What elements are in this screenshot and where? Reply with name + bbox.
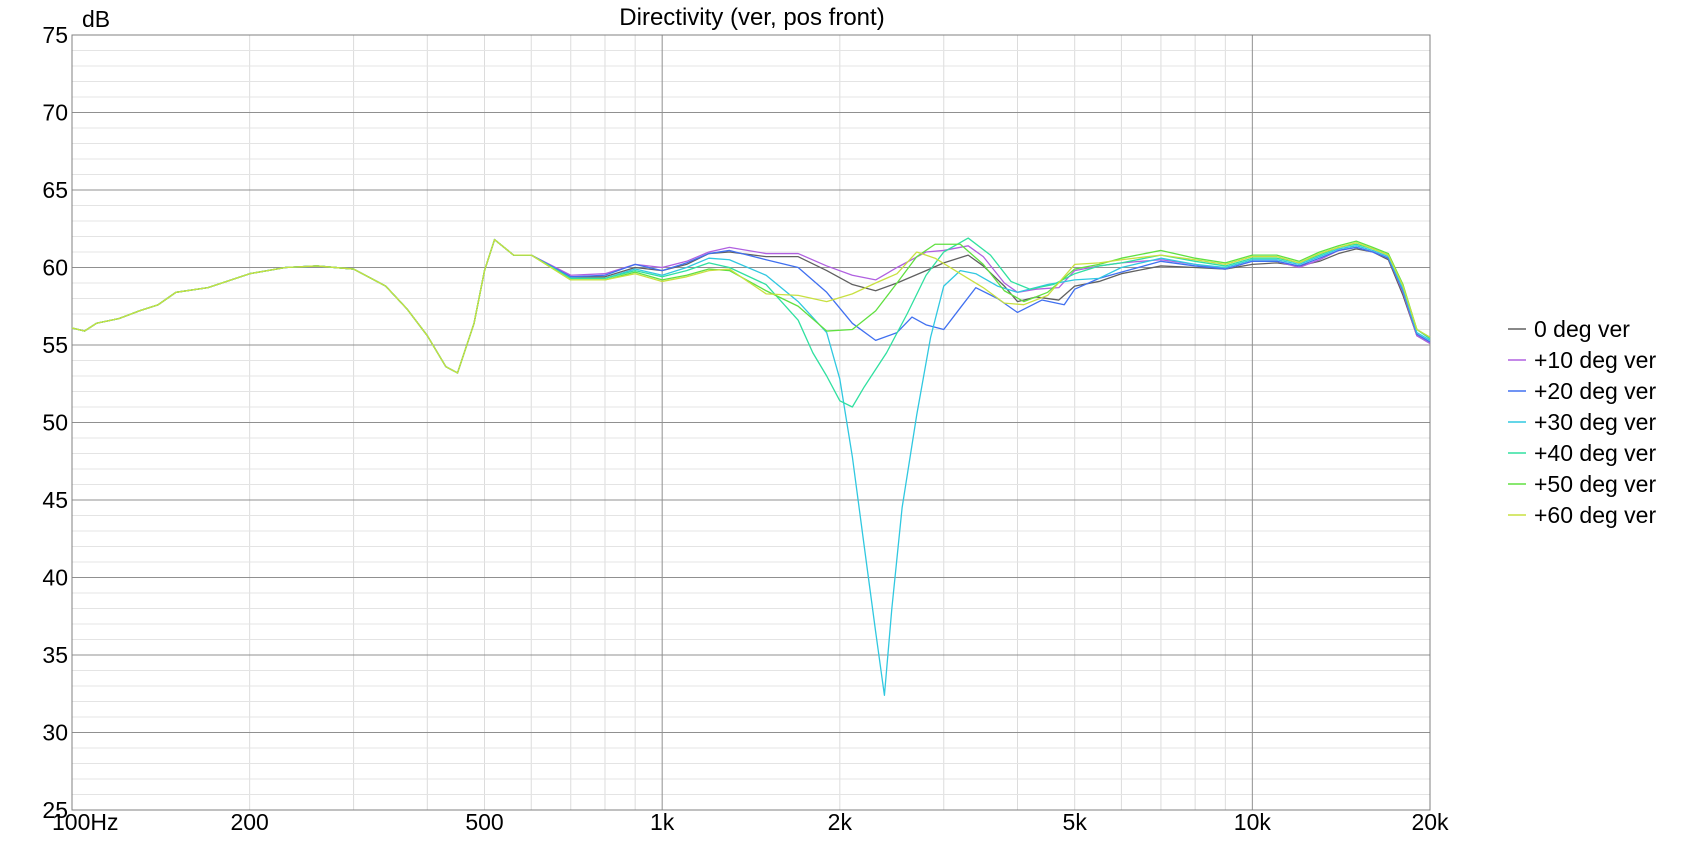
legend-item[interactable]: +60 deg ver — [1508, 502, 1656, 528]
y-tick-label: 60 — [42, 255, 68, 281]
major-grid — [72, 35, 1430, 810]
y-tick-label: 45 — [42, 487, 68, 513]
x-tick-label: 200 — [230, 809, 268, 835]
chart-title: Directivity (ver, pos front) — [619, 4, 884, 31]
legend-item[interactable]: +40 deg ver — [1508, 440, 1656, 466]
x-tick-label: 1k — [650, 809, 675, 835]
y-tick-label: 55 — [42, 332, 68, 358]
x-tick-label: 20k — [1411, 809, 1449, 835]
y-tick-label: 35 — [42, 642, 68, 668]
series-line-5 — [71, 238, 1431, 374]
series-line-4 — [71, 237, 1431, 408]
y-tick-label: 50 — [42, 410, 68, 436]
series-line-3 — [71, 238, 1431, 696]
x-tick-labels: 100Hz 200 500 1k 2k 5k 10k 20k — [52, 809, 1449, 835]
y-tick-label: 25 — [42, 797, 68, 823]
y-axis-unit-label: dB — [82, 6, 110, 32]
legend-item[interactable]: +50 deg ver — [1508, 471, 1656, 497]
legend-item[interactable]: +20 deg ver — [1508, 378, 1656, 404]
x-tick-label: 10k — [1234, 809, 1272, 835]
y-tick-labels: 25 30 35 40 45 50 55 60 65 70 75 — [42, 22, 68, 823]
legend-label: +10 deg ver — [1534, 347, 1656, 373]
series-line-6 — [71, 238, 1431, 374]
series-layer — [71, 237, 1431, 696]
y-tick-label: 75 — [42, 22, 68, 48]
y-tick-label: 30 — [42, 720, 68, 746]
legend-label: 0 deg ver — [1534, 316, 1630, 342]
x-tick-label: 100Hz — [52, 809, 118, 835]
legend-label: +40 deg ver — [1534, 440, 1656, 466]
x-tick-label: 500 — [465, 809, 503, 835]
legend-item[interactable]: +10 deg ver — [1508, 347, 1656, 373]
y-tick-label: 70 — [42, 100, 68, 126]
legend-label: +30 deg ver — [1534, 409, 1656, 435]
x-tick-label: 5k — [1063, 809, 1088, 835]
x-tick-label: 2k — [828, 809, 853, 835]
legend-item[interactable]: +30 deg ver — [1508, 409, 1656, 435]
legend-label: +50 deg ver — [1534, 471, 1656, 497]
series-line-0 — [71, 238, 1431, 374]
y-tick-label: 40 — [42, 565, 68, 591]
legend-item[interactable]: 0 deg ver — [1508, 316, 1630, 342]
legend[interactable]: 0 deg ver +10 deg ver +20 deg ver +30 deg v… — [1508, 316, 1656, 528]
series-line-2 — [71, 238, 1431, 374]
series-line-1 — [71, 238, 1431, 374]
legend-label: +60 deg ver — [1534, 502, 1656, 528]
y-tick-label: 65 — [42, 177, 68, 203]
legend-label: +20 deg ver — [1534, 378, 1656, 404]
plot-frame — [71, 34, 1431, 811]
